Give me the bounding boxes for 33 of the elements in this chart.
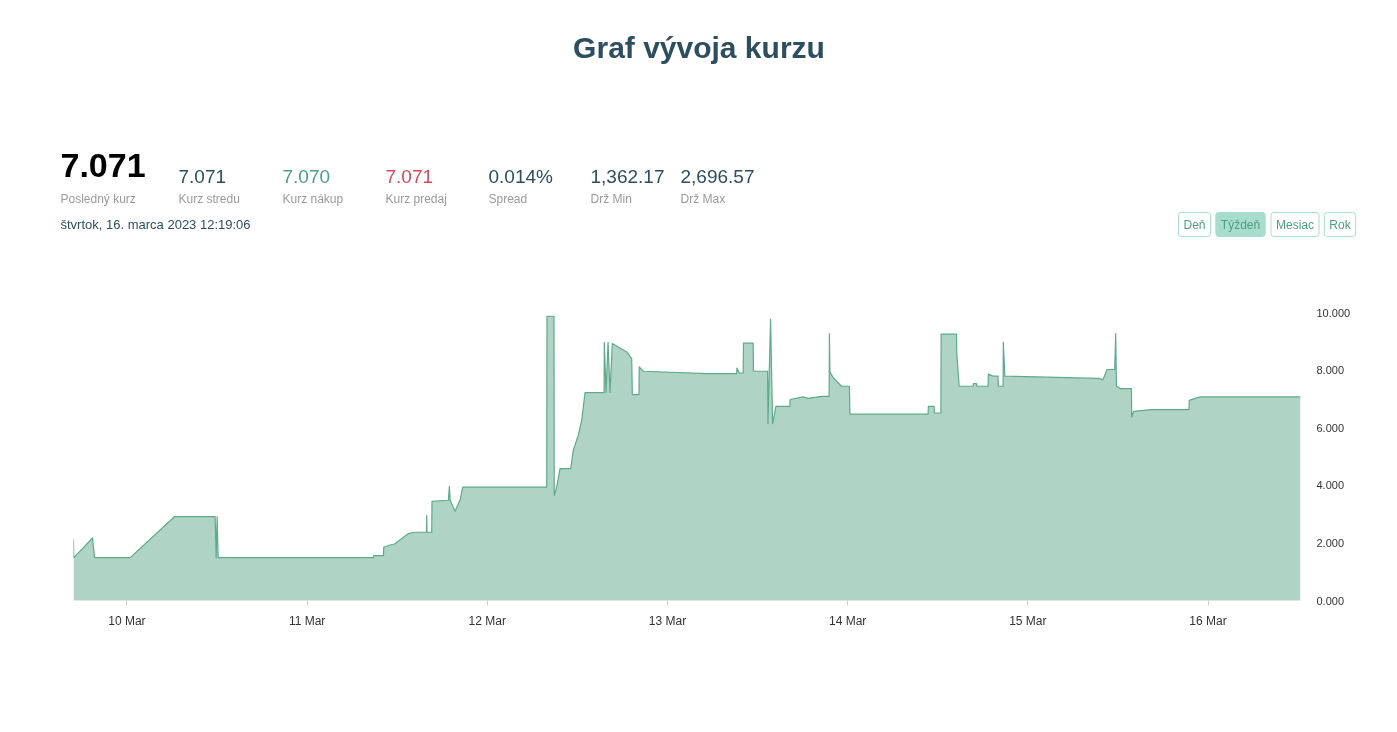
text: 7.070 [282,166,331,187]
x-tick-label: 12 Mar [468,613,506,628]
text: Kurz predaj [385,191,447,206]
text: Kurz nákup [282,191,344,206]
text: Deň [1183,217,1206,232]
text: štvrtok, 16. marca 2023 12:19:06 [60,217,251,232]
text: Mesiac [1276,217,1315,232]
y-tick-label: 4.000 [1316,479,1345,492]
text: 0.014% [488,166,554,187]
x-tick-label: 13 Mar [648,613,687,628]
y-tick-label: 10.000 [1316,306,1351,319]
text: 1,362.17 [590,166,665,187]
text: Drž Max [680,191,726,206]
x-tick-label: 10 Mar [108,613,146,628]
x-tick-label: 15 Mar [1009,613,1047,628]
x-tick-label: 14 Mar [828,613,867,628]
chart-title: Graf vývoja kurzu [573,31,825,64]
text: 7.071 [385,166,434,187]
y-tick-label: 2.000 [1316,536,1345,549]
y-tick-label: 8.000 [1316,364,1345,377]
x-tick-label: 11 Mar [288,613,326,628]
x-tick-label: 16 Mar [1189,613,1227,628]
text: 2,696.57 [680,166,755,187]
y-tick-label: 0.000 [1316,594,1345,607]
text: Spread [488,191,528,206]
y-tick-label: 6.000 [1316,421,1345,434]
text: 7.071 [178,166,227,187]
text: Kurz stredu [178,191,240,206]
text: Posledný kurz [60,191,136,206]
text: Týždeň [1220,217,1261,232]
text: Rok [1329,217,1352,232]
text: Drž Min [590,191,632,206]
text: 7.071 [60,146,146,184]
